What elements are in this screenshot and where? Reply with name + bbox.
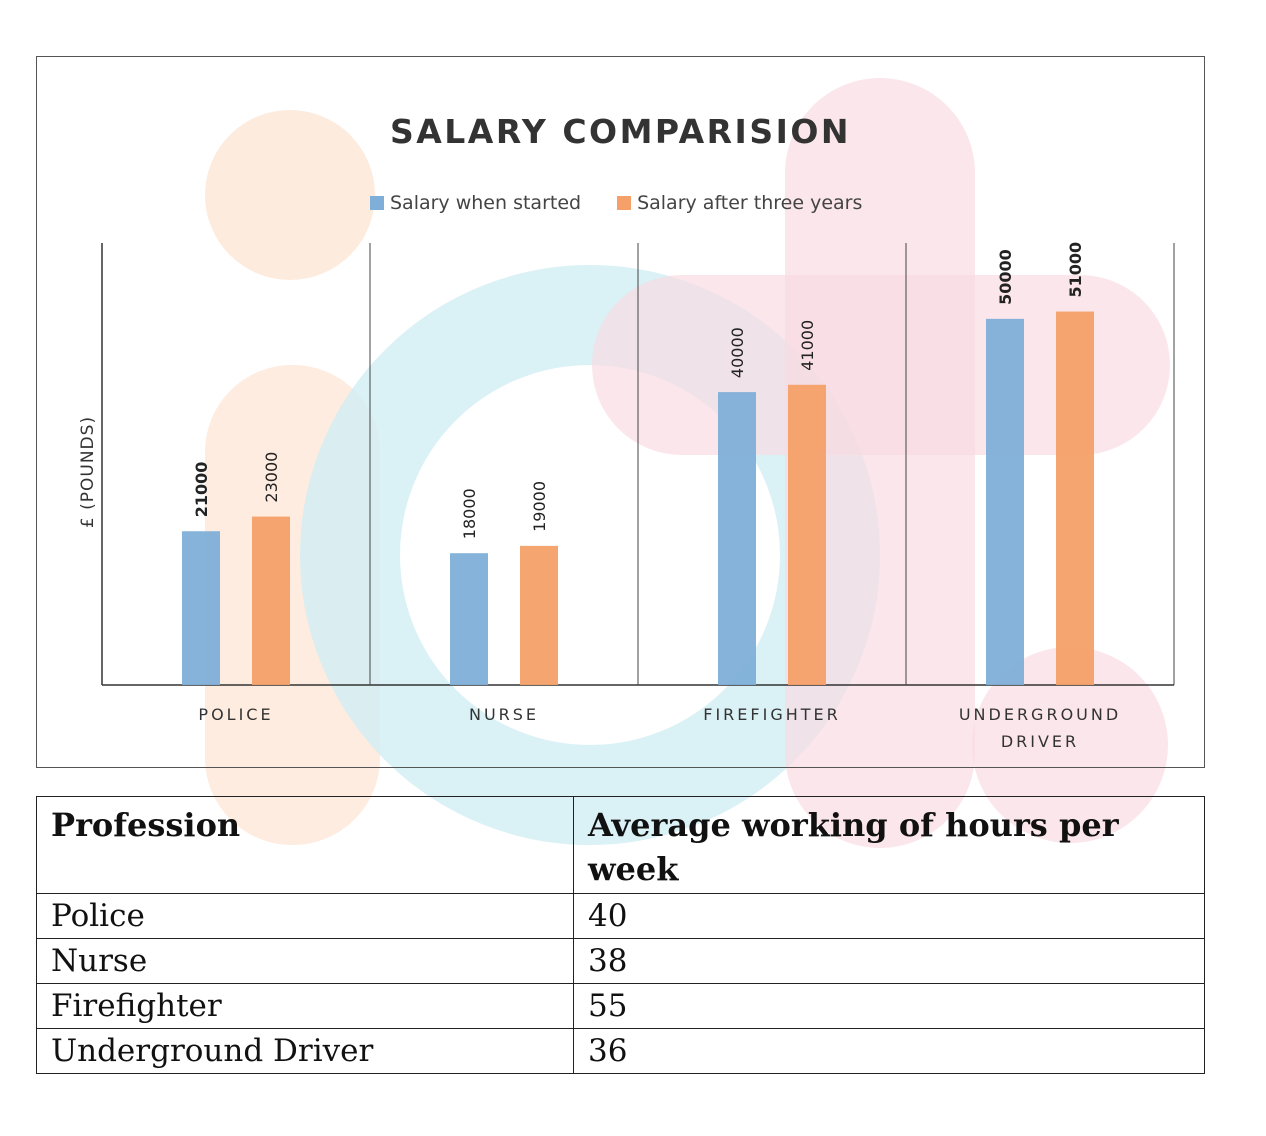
legend-swatch-started <box>370 196 384 210</box>
table-row: Nurse 38 <box>36 938 1205 984</box>
data-label: 40000 <box>728 327 747 378</box>
legend-item-started: Salary when started <box>370 192 581 214</box>
chart-legend: Salary when started Salary after three y… <box>370 192 898 214</box>
bar <box>182 531 220 685</box>
table-cell-hours: 36 <box>573 1028 1205 1074</box>
chart-title: SALARY COMPARISION <box>389 112 852 151</box>
data-label: 18000 <box>460 488 479 539</box>
table-cell-hours: 55 <box>573 983 1205 1029</box>
legend-label-started: Salary when started <box>390 192 582 214</box>
x-tick-label: POLICE <box>198 705 273 724</box>
data-label: 21000 <box>192 462 211 518</box>
data-label: 41000 <box>798 320 817 371</box>
table-header-row: Profession Average working of hours per … <box>36 796 1205 894</box>
bar <box>986 318 1024 685</box>
table-row: Firefighter 55 <box>36 983 1205 1029</box>
legend-swatch-after <box>617 196 632 210</box>
table-row: Underground Driver 36 <box>36 1028 1205 1074</box>
x-tick-label: UNDERGROUND <box>959 705 1121 724</box>
chart-frame <box>36 56 1205 768</box>
table-header-hours: Average working of hours per week <box>573 796 1205 894</box>
y-axis-label: £ (POUNDS) <box>78 415 98 529</box>
bar <box>718 392 756 685</box>
bar <box>1056 311 1094 685</box>
legend-label-after: Salary after three years <box>637 192 863 214</box>
table-cell-hours: 40 <box>573 893 1205 939</box>
x-tick-label: DRIVER <box>1001 732 1079 751</box>
bar <box>788 384 826 685</box>
legend-item-after: Salary after three years <box>617 192 862 214</box>
table-header-profession: Profession <box>36 796 574 894</box>
data-label: 19000 <box>530 481 549 532</box>
bar <box>520 545 558 685</box>
salary-bar-chart: 21000 23000 POLICE 18000 19000 NURSE 40000 4100… <box>101 242 1175 751</box>
working-hours-table: Profession Average working of hours per … <box>36 796 1205 1074</box>
x-tick-label: NURSE <box>469 705 539 724</box>
x-tick-label: FIREFIGHTER <box>703 705 841 724</box>
table-cell-profession: Underground Driver <box>36 1028 574 1074</box>
table-cell-hours: 38 <box>573 938 1205 984</box>
bar <box>252 516 290 685</box>
bar <box>450 553 488 685</box>
table-row: Police 40 <box>36 893 1205 939</box>
table-cell-profession: Nurse <box>36 938 574 984</box>
table-cell-profession: Police <box>36 893 574 939</box>
data-label: 23000 <box>262 452 281 503</box>
data-label: 51000 <box>1066 242 1085 298</box>
table-cell-profession: Firefighter <box>36 983 574 1029</box>
data-label: 50000 <box>996 249 1015 305</box>
